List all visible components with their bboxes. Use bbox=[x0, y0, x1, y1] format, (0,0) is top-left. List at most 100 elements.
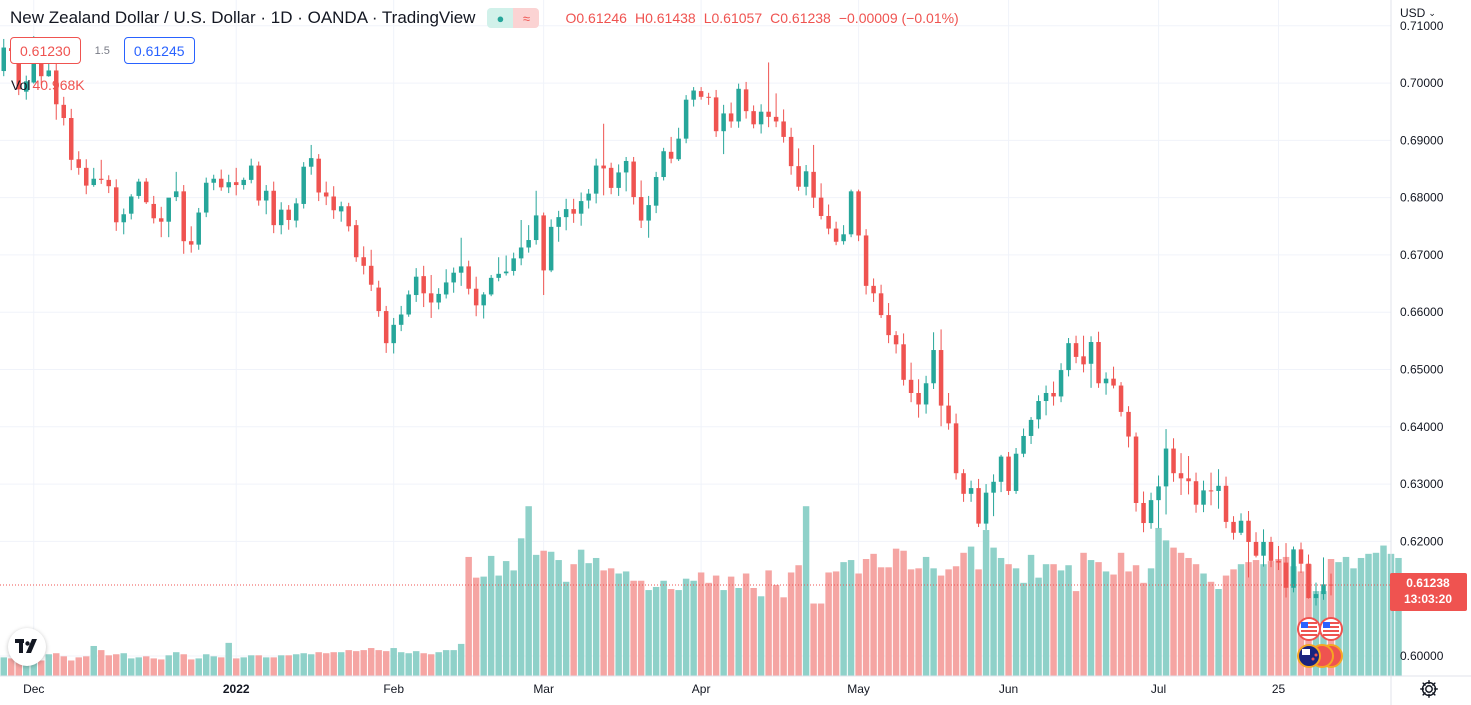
volume-bar bbox=[135, 657, 142, 676]
candle-body bbox=[1186, 478, 1191, 482]
volume-bar bbox=[1177, 552, 1185, 676]
candle bbox=[1096, 331, 1101, 388]
volume-bar bbox=[1252, 560, 1260, 676]
candle bbox=[923, 375, 929, 414]
candle bbox=[278, 202, 284, 235]
volume-bar bbox=[435, 652, 442, 676]
candle bbox=[683, 95, 689, 144]
candle-body bbox=[788, 136, 794, 167]
candle bbox=[773, 93, 779, 128]
volume-legend[interactable]: Vol 40.968K bbox=[11, 77, 85, 93]
candle bbox=[586, 189, 591, 209]
chevron-down-icon: ⌄ bbox=[1428, 7, 1436, 18]
candle-body bbox=[166, 197, 171, 222]
us-flag-event-icon[interactable] bbox=[1319, 617, 1343, 641]
volume-bar bbox=[1267, 561, 1275, 676]
currency-label: USD bbox=[1400, 6, 1426, 20]
candle bbox=[511, 252, 516, 276]
candle-body bbox=[563, 209, 569, 218]
candle bbox=[946, 392, 951, 430]
candle-body bbox=[1216, 485, 1221, 491]
sell-button[interactable]: 0.61230 bbox=[10, 37, 81, 64]
candle bbox=[1013, 447, 1019, 494]
candle bbox=[406, 290, 411, 317]
volume-bar bbox=[697, 572, 705, 676]
volume-bar bbox=[1012, 568, 1020, 676]
volume-bar bbox=[247, 655, 255, 676]
candle-body bbox=[1118, 385, 1124, 412]
currency-selector[interactable]: USD ⌄ bbox=[1400, 6, 1436, 20]
volume-bar bbox=[817, 603, 825, 676]
candle bbox=[1298, 542, 1304, 573]
event-markers[interactable] bbox=[1297, 617, 1343, 668]
candle-body bbox=[856, 191, 861, 236]
candle bbox=[751, 105, 756, 129]
candle bbox=[1081, 335, 1086, 373]
candle bbox=[758, 104, 764, 134]
candle-body bbox=[631, 161, 636, 198]
us-flag-event-icon[interactable] bbox=[1297, 617, 1321, 641]
symbol-title[interactable]: New Zealand Dollar / U.S. Dollar · 1D · … bbox=[10, 8, 476, 27]
tradingview-logo-icon[interactable] bbox=[8, 628, 46, 666]
candle-body bbox=[833, 228, 839, 242]
volume-bar bbox=[502, 561, 510, 676]
candle bbox=[548, 219, 554, 273]
candle-body bbox=[1261, 541, 1266, 556]
status-indicators[interactable]: ● ≈ bbox=[487, 8, 540, 28]
candle-body bbox=[1028, 419, 1034, 436]
countdown-label: 13:03:20 bbox=[1404, 592, 1452, 606]
candle bbox=[488, 274, 494, 297]
candle-body bbox=[923, 383, 929, 405]
candle-body bbox=[173, 191, 179, 198]
candle-body bbox=[421, 276, 426, 294]
volume-bar bbox=[390, 648, 397, 676]
candle-body bbox=[766, 111, 771, 117]
candle bbox=[646, 195, 651, 238]
candle-body bbox=[113, 187, 119, 223]
volume-bar bbox=[240, 657, 247, 676]
candle bbox=[901, 333, 906, 386]
candle bbox=[818, 183, 824, 220]
candle bbox=[1231, 516, 1236, 540]
candle bbox=[436, 288, 441, 310]
wave-icon[interactable]: ≈ bbox=[513, 8, 540, 28]
candle-body bbox=[98, 178, 104, 180]
volume-bar bbox=[397, 652, 405, 676]
nz-flag-event-icon[interactable] bbox=[1297, 644, 1343, 668]
time-tick-label: May bbox=[847, 682, 870, 696]
market-open-dot-icon[interactable]: ● bbox=[487, 8, 514, 28]
volume-bar bbox=[990, 547, 997, 676]
buy-button[interactable]: 0.61245 bbox=[123, 37, 195, 64]
candle bbox=[863, 229, 869, 295]
close-value: C0.61238 bbox=[770, 10, 831, 26]
candle bbox=[188, 226, 194, 253]
candle-body bbox=[698, 91, 704, 97]
settings-gear-icon[interactable] bbox=[1418, 678, 1440, 700]
candle bbox=[391, 317, 396, 354]
candle bbox=[698, 87, 704, 100]
candle-body bbox=[938, 350, 944, 406]
candle bbox=[721, 104, 726, 155]
volume-bar bbox=[1027, 554, 1035, 676]
candle-body bbox=[1208, 490, 1214, 492]
volume-bar bbox=[772, 584, 780, 676]
time-tick-label: Dec bbox=[23, 682, 44, 696]
candle bbox=[811, 144, 816, 208]
volume-bar bbox=[367, 648, 375, 676]
candle bbox=[983, 484, 989, 530]
volume-bar bbox=[1087, 560, 1095, 676]
candle bbox=[743, 81, 749, 119]
candle bbox=[496, 257, 501, 282]
candle-body bbox=[293, 203, 299, 221]
volume-value: 40.968K bbox=[32, 77, 85, 93]
candle bbox=[1006, 452, 1011, 495]
candle-body bbox=[473, 288, 479, 306]
candle-body bbox=[1066, 343, 1071, 371]
volume-bar bbox=[315, 652, 322, 676]
volume-bar bbox=[98, 650, 105, 676]
candle-body bbox=[46, 70, 51, 77]
candle bbox=[1223, 476, 1229, 529]
price-tick-label: 0.60000 bbox=[1400, 649, 1444, 663]
candle-body bbox=[181, 191, 186, 242]
